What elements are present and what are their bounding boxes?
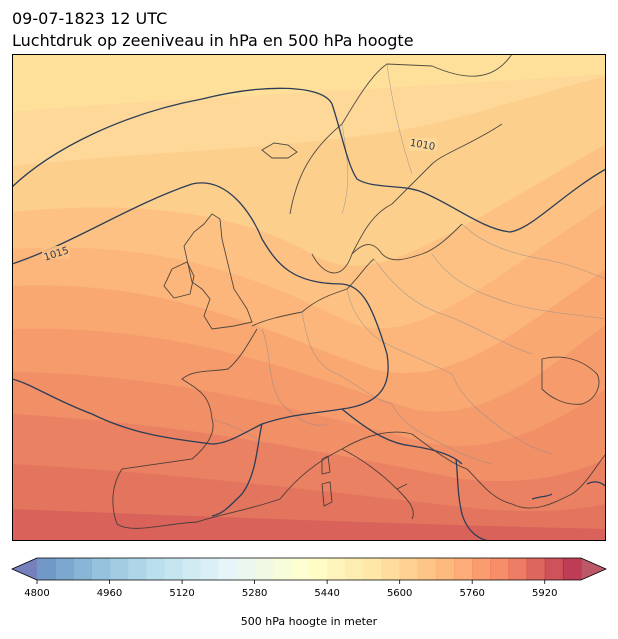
country-borders bbox=[211, 63, 606, 465]
coast-scandinavia bbox=[289, 54, 513, 274]
colorbar-band bbox=[127, 558, 147, 580]
colorbar-band bbox=[91, 558, 111, 580]
colorbar-band bbox=[417, 558, 437, 580]
isobar-line bbox=[12, 182, 389, 445]
isobar-line bbox=[211, 423, 263, 517]
colorbar-tick-label: 5440 bbox=[314, 588, 339, 599]
coastlines bbox=[112, 54, 606, 529]
colorbar: 4800 4960 5120 5280 5440 5600 5760 5920 500 hPa… bbox=[11, 557, 607, 628]
colorbar-label: 500 hPa hoogte in meter bbox=[241, 615, 378, 628]
colorbar-band bbox=[562, 558, 582, 580]
isobar-line bbox=[455, 458, 493, 541]
coast-sardinia bbox=[321, 481, 333, 507]
colorbar-bands bbox=[37, 558, 582, 580]
colorbar-band bbox=[345, 558, 364, 580]
colorbar-band bbox=[163, 558, 183, 580]
colorbar-band bbox=[272, 558, 292, 580]
isobar-line bbox=[341, 408, 463, 465]
colorbar-band bbox=[381, 558, 401, 580]
colorbar-tick-label: 5920 bbox=[532, 588, 557, 599]
colorbar-extend-high bbox=[581, 558, 606, 580]
colorbar-band bbox=[182, 558, 201, 580]
colorbar-tick-label: 5280 bbox=[242, 588, 267, 599]
coast-black-sea bbox=[541, 356, 600, 405]
colorbar-band bbox=[363, 558, 383, 580]
map-title: Luchtdruk op zeeniveau in hPa en 500 hPa… bbox=[12, 31, 414, 50]
colorbar-band bbox=[309, 558, 328, 580]
colorbar-tick-label: 5120 bbox=[169, 588, 194, 599]
map-datetime: 09-07-1823 12 UTC bbox=[12, 9, 168, 28]
colorbar-band bbox=[435, 558, 455, 580]
colorbar-band bbox=[254, 558, 274, 580]
colorbar-tick-label: 4800 bbox=[24, 588, 49, 599]
colorbar-extend-low bbox=[12, 558, 37, 580]
coast-italy bbox=[341, 448, 414, 520]
isobar-label-1010: 1010 bbox=[409, 138, 436, 153]
isobar-line bbox=[586, 481, 606, 487]
colorbar-band bbox=[109, 558, 129, 580]
coast-uk bbox=[183, 213, 253, 330]
height-band bbox=[12, 509, 606, 541]
colorbar-band bbox=[544, 558, 564, 580]
colorbar-ticks: 4800 4960 5120 5280 5440 5600 5760 5920 bbox=[24, 580, 557, 599]
coast-mainland bbox=[112, 258, 606, 529]
isobars bbox=[12, 87, 606, 541]
colorbar-tick-label: 4960 bbox=[97, 588, 122, 599]
colorbar-tick-label: 5600 bbox=[387, 588, 412, 599]
colorbar-band bbox=[200, 558, 219, 580]
colorbar-band bbox=[327, 558, 346, 580]
isobar-line bbox=[531, 493, 553, 500]
colorbar-tick-label: 5760 bbox=[459, 588, 484, 599]
colorbar-band bbox=[508, 558, 528, 580]
coast-ireland bbox=[163, 261, 195, 299]
coast-corsica bbox=[321, 455, 331, 475]
colorbar-band bbox=[490, 558, 510, 580]
colorbar-band bbox=[145, 558, 165, 580]
isobar-line bbox=[12, 87, 606, 233]
weather-map: 1010 1015 bbox=[12, 54, 606, 541]
colorbar-band bbox=[37, 558, 56, 580]
coast-iceland bbox=[261, 142, 298, 159]
colorbar-band bbox=[73, 558, 92, 580]
colorbar-band bbox=[218, 558, 238, 580]
colorbar-band bbox=[236, 558, 256, 580]
height-contour-fills bbox=[12, 54, 606, 541]
colorbar-band bbox=[55, 558, 74, 580]
colorbar-band bbox=[290, 558, 310, 580]
colorbar-band bbox=[399, 558, 419, 580]
colorbar-band bbox=[472, 558, 491, 580]
colorbar-band bbox=[526, 558, 546, 580]
coast-baltic bbox=[351, 223, 463, 261]
colorbar-band bbox=[454, 558, 473, 580]
